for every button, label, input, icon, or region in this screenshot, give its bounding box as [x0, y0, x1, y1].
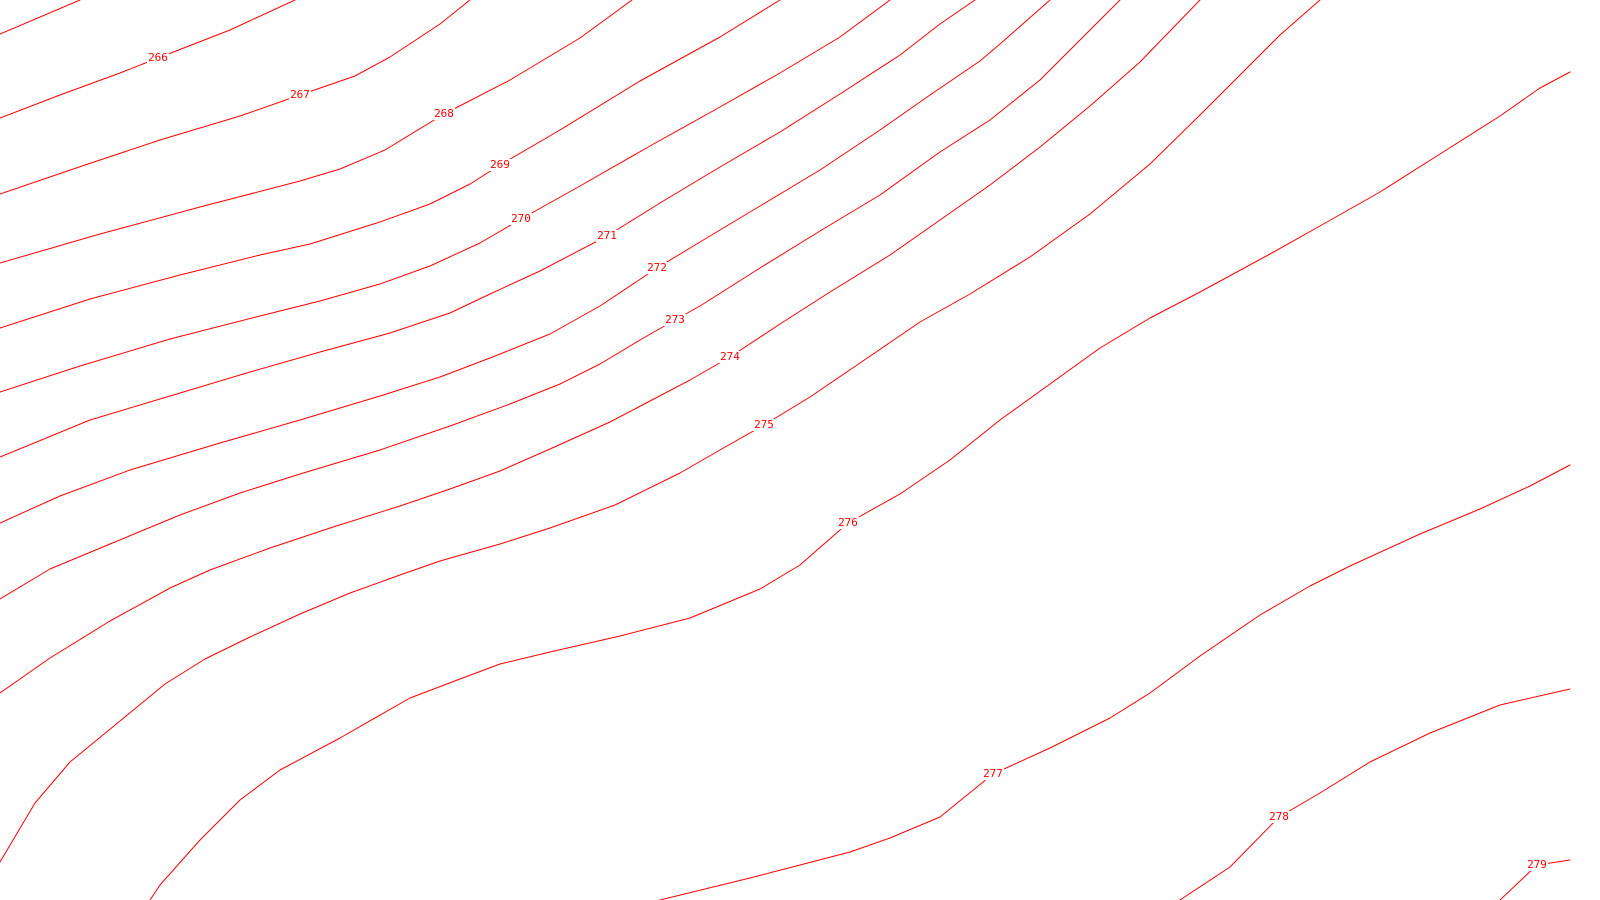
- contour-label-266: 266: [148, 51, 168, 64]
- contour-label-bg-274: [719, 351, 741, 363]
- contour-label-271: 271: [597, 229, 617, 242]
- contour-label-bg-278: [1268, 811, 1290, 823]
- contour-label-279: 279: [1527, 858, 1547, 871]
- contour-label-275: 275: [754, 418, 774, 431]
- contour-label-bg-275: [753, 419, 775, 431]
- contour-label-bg-269: [489, 159, 511, 171]
- contour-label-bg-271: [596, 230, 618, 242]
- contour-label-269: 269: [490, 158, 510, 171]
- contour-line-276: [149, 71, 1571, 900]
- contour-label-bg-268: [433, 108, 455, 120]
- contour-line-272: [0, 0, 1051, 524]
- contour-label-268: 268: [434, 107, 454, 120]
- contour-label-277: 277: [983, 767, 1003, 780]
- contour-label-bg-272: [646, 262, 668, 274]
- contour-label-267: 267: [290, 88, 310, 101]
- contour-line-269: [0, 0, 781, 329]
- contour-line-273: [0, 0, 1121, 600]
- contour-label-270: 270: [511, 212, 531, 225]
- contour-label-bg-267: [289, 89, 311, 101]
- contour-label-bg-266: [147, 52, 169, 64]
- contour-line-275: [0, 0, 1321, 863]
- contour-line-267: [0, 0, 471, 195]
- contour-line-266-b: [0, 0, 296, 119]
- contour-line-270: [0, 0, 891, 393]
- contour-labels: 266 267 268 269 270 271 272 273 274 275 276 277 278 2…: [147, 51, 1548, 871]
- contour-line-268: [0, 0, 633, 264]
- contour-label-bg-273: [664, 314, 686, 326]
- contour-line-266: [0, 0, 81, 35]
- contour-line-278: [1179, 688, 1571, 900]
- contour-line-277: [659, 464, 1571, 900]
- contour-label-272: 272: [647, 261, 667, 274]
- contour-label-276: 276: [838, 516, 858, 529]
- contour-label-278: 278: [1269, 810, 1289, 823]
- contour-label-274: 274: [720, 350, 740, 363]
- contour-line-271: [0, 0, 976, 458]
- contour-label-273: 273: [665, 313, 685, 326]
- contour-label-bg-279: [1526, 859, 1548, 871]
- contour-label-bg-276: [837, 517, 859, 529]
- contour-label-bg-270: [510, 213, 532, 225]
- contour-label-bg-277: [982, 768, 1004, 780]
- contour-line-274: [0, 0, 1201, 694]
